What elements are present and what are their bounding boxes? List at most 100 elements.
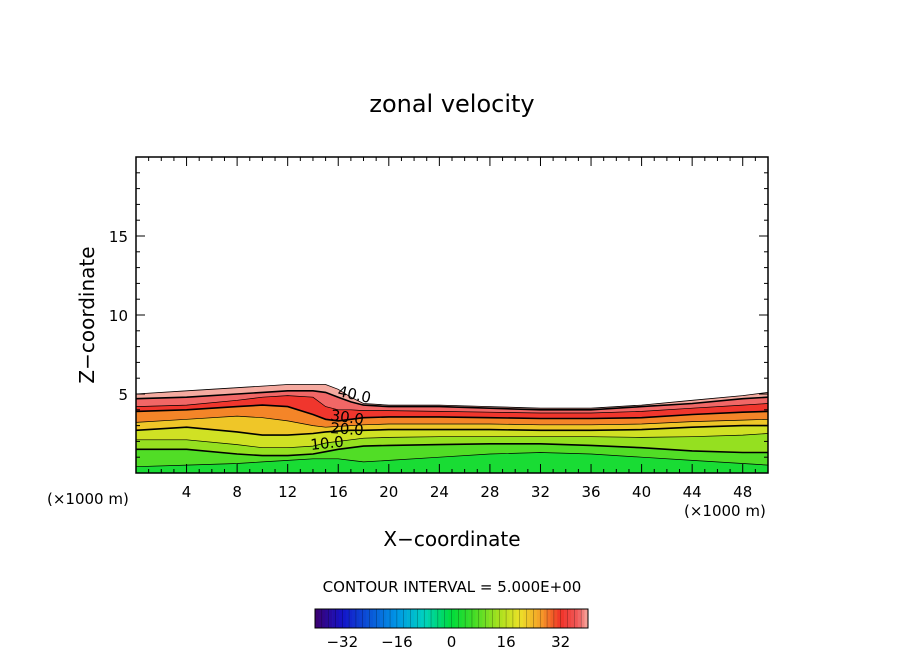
- colorbar-cell: [407, 609, 411, 628]
- colorbar-cell: [386, 609, 391, 628]
- colorbar-cell: [516, 609, 521, 628]
- colorbar-cell: [437, 609, 442, 628]
- colorbar-cell: [471, 609, 476, 628]
- colorbar: [314, 609, 589, 628]
- colorbar-cell: [379, 609, 384, 628]
- colorbar-cell: [342, 609, 347, 628]
- x-tick-label: 8: [232, 483, 242, 501]
- colorbar-cell: [369, 609, 374, 628]
- colorbar-cell: [383, 609, 387, 628]
- colorbar-cell: [553, 609, 558, 628]
- contour-line-15: [136, 433, 768, 449]
- x-tick-label: 20: [379, 483, 398, 501]
- colorbar-cell: [424, 609, 428, 628]
- colorbar-cell: [499, 609, 503, 628]
- contour-line-35: [136, 395, 768, 414]
- colorbar-cell: [468, 609, 473, 628]
- colorbar-cell: [502, 609, 507, 628]
- colorbar-cell: [400, 609, 405, 628]
- colorbar-cell: [540, 609, 544, 628]
- colorbar-cell: [359, 609, 364, 628]
- colorbar-cell: [332, 609, 336, 628]
- x-tick-label: 36: [581, 483, 600, 501]
- colorbar-cell: [318, 609, 323, 628]
- contour-lines: [136, 384, 768, 468]
- colorbar-cell: [373, 609, 377, 628]
- colorbar-cell: [560, 609, 565, 628]
- y-tick-labels: 5 10 15: [109, 228, 128, 404]
- colorbar-cell: [478, 609, 483, 628]
- x-tick-label: 44: [683, 483, 702, 501]
- colorbar-cell: [448, 609, 452, 628]
- colorbar-cell: [492, 609, 497, 628]
- y-unit-label: (×1000 m): [47, 490, 129, 508]
- colorbar-cell: [431, 609, 435, 628]
- x-tick-label: 32: [531, 483, 550, 501]
- colorbar-cell: [495, 609, 500, 628]
- x-tick-label: 40: [632, 483, 651, 501]
- colorbar-cell: [570, 609, 575, 628]
- colorbar-cell: [362, 609, 367, 628]
- colorbar-cell: [550, 609, 555, 628]
- contour-label-20: 20.0: [330, 419, 365, 439]
- colorbar-cell: [403, 609, 408, 628]
- colorbar-cell: [512, 609, 517, 628]
- colorbar-cell: [475, 609, 480, 628]
- colorbar-cell: [427, 609, 432, 628]
- x-tick-label: 12: [278, 483, 297, 501]
- colorbar-cell: [345, 609, 350, 628]
- contour-line-40: [136, 390, 768, 411]
- y-tick-label: 5: [118, 386, 128, 404]
- colorbar-cell: [451, 609, 456, 628]
- x-tick-label: 16: [329, 483, 348, 501]
- x-tick-label: 48: [733, 483, 752, 501]
- colorbar-tick-labels: −32 −16 0 16 32: [326, 633, 570, 651]
- chart-title: zonal velocity: [369, 90, 534, 118]
- colorbar-cell: [454, 609, 459, 628]
- colorbar-cell: [567, 609, 572, 628]
- colorbar-cell: [338, 609, 343, 628]
- colorbar-tick-label: −16: [381, 633, 413, 651]
- plot-area: 40.0 30.0 20.0 10.0 4 8 12 16 20 24 28 32 36 40 44…: [109, 156, 769, 501]
- colorbar-cell: [366, 609, 370, 628]
- colorbar-cell: [557, 609, 561, 628]
- colorbar-cell: [485, 609, 490, 628]
- x-tick-label: 28: [480, 483, 499, 501]
- x-tick-label: 4: [182, 483, 192, 501]
- colorbar-cell: [465, 609, 469, 628]
- colorbar-cell: [355, 609, 360, 628]
- colorbar-cell: [413, 609, 418, 628]
- contour-line-30: [136, 404, 768, 422]
- colorbar-cell: [584, 609, 589, 628]
- colorbar-cell: [441, 609, 445, 628]
- colorbar-tick-label: 32: [551, 633, 570, 651]
- colorbar-tick-label: 0: [447, 633, 457, 651]
- colorbar-cell: [417, 609, 422, 628]
- colorbar-cell: [574, 609, 579, 628]
- y-axis-title: Z−coordinate: [75, 246, 99, 383]
- colorbar-cell: [461, 609, 466, 628]
- colorbar-cell: [352, 609, 357, 628]
- colorbar-cell: [393, 609, 398, 628]
- colorbar-cell: [321, 609, 326, 628]
- colorbar-cell: [529, 609, 534, 628]
- contour-line-5: [136, 452, 768, 468]
- colorbar-tick-label: −32: [326, 633, 358, 651]
- y-tick-label: 10: [109, 307, 128, 325]
- y-tick-label: 15: [109, 228, 128, 246]
- contour-line-top: [136, 384, 768, 409]
- colorbar-cell: [489, 609, 493, 628]
- colorbar-cell: [349, 609, 353, 628]
- x-unit-label: (×1000 m): [684, 502, 766, 520]
- colorbar-cell: [444, 609, 449, 628]
- contour-label-30: 30.0: [329, 406, 365, 428]
- colorbar-cell: [547, 609, 551, 628]
- colorbar-tick-label: 16: [497, 633, 516, 651]
- colorbar-cell: [577, 609, 582, 628]
- axis-ticks: [136, 157, 768, 473]
- colorbar-cell: [543, 609, 548, 628]
- colorbar-cell: [506, 609, 510, 628]
- colorbar-cell: [458, 609, 463, 628]
- contour-line-10: [136, 443, 768, 457]
